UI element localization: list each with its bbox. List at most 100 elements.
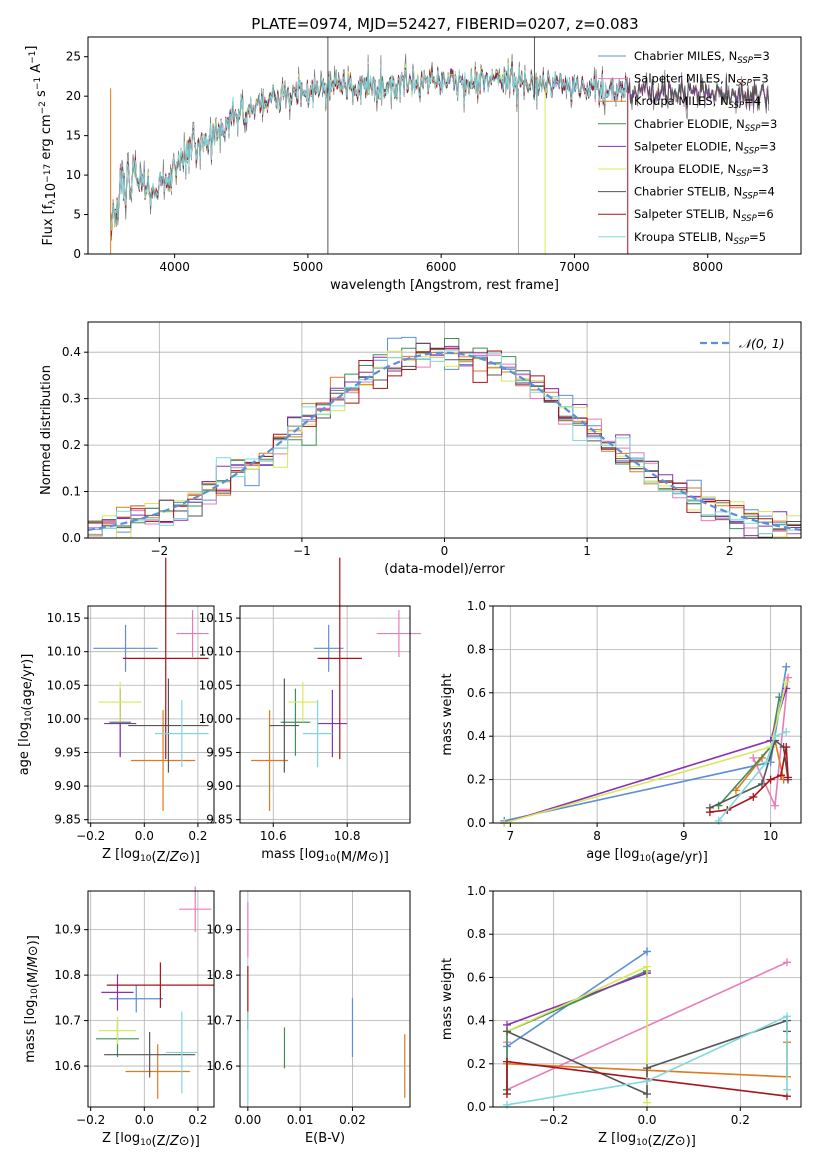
- plot-area-spectrum: [110, 37, 770, 254]
- y-tick-label: 0.2: [62, 438, 81, 452]
- x-tick-label: 1: [583, 544, 591, 558]
- y-tick-label: 15: [66, 129, 81, 143]
- y-tick-label: 0.8: [467, 927, 486, 941]
- plot-area-age_vs_mass: [251, 557, 422, 811]
- x-tick-label: 9: [680, 829, 688, 843]
- x-axis-label: Z [log10(Z/Z⊙)]: [102, 847, 200, 865]
- errorbar-chabrier_miles: [93, 624, 158, 672]
- errorbar-salpeter_stelib: [106, 962, 214, 1008]
- marker-kroupa_stelib: [770, 732, 779, 741]
- x-tick-label: −2: [150, 544, 168, 558]
- panel-weight_vs_age: 7 8 9 10 0.0 0.2 0.4 0.6 0.8 1.0 age [log10(age/yr…: [440, 599, 802, 865]
- marker-kroupa_elodie: [643, 1098, 651, 1107]
- series-kroupa_miles: [735, 738, 785, 791]
- plot-area-residuals: [87, 336, 802, 539]
- legend-label-kroupa_stelib: Kroupa STELIB, NSSP=5: [634, 230, 766, 247]
- x-tick-label: 10.6: [260, 829, 287, 843]
- errorbar-kroupa_miles: [251, 710, 289, 811]
- x-axis-label: E(B-V): [305, 1131, 345, 1146]
- marker-chabrier_stelib: [643, 1064, 651, 1073]
- spectrum-lines: [110, 37, 770, 254]
- errorbar-chabrier_stelib: [269, 678, 300, 773]
- x-tick-label: 4000: [159, 260, 190, 274]
- y-tick-label: 25: [66, 50, 81, 64]
- legend-label-salpeter_stelib: Salpeter STELIB, NSSP=6: [634, 207, 774, 224]
- marker-kroupa_stelib: [643, 1077, 651, 1086]
- series-kroupa_stelib: [717, 731, 787, 822]
- panel-mass_vs_ebv: 0.00 0.01 0.02 10.6 10.7 10.8 10.9 E(B-V): [206, 890, 411, 1146]
- y-axis-label: mass weight: [440, 958, 455, 1040]
- histogram-kroupa_stelib: [88, 349, 801, 535]
- legend-label-chabrier_elodie: Chabrier ELODIE, NSSP=3: [634, 117, 777, 134]
- marker-chabrier_stelib: [757, 779, 766, 788]
- spectrum-legend: Chabrier MILES, NSSP=3 Salpeter MILES, NS…: [598, 49, 777, 247]
- x-tick-label: 0.00: [234, 1113, 261, 1127]
- y-tick-label: 9.90: [206, 779, 233, 793]
- y-tick-label: 10.05: [199, 678, 233, 692]
- axes-frame: [87, 36, 802, 255]
- plot-area-mass_vs_ebv: [247, 902, 406, 1103]
- axes-frame: [239, 890, 411, 1108]
- marker-kroupa_elodie: [782, 677, 791, 686]
- x-tick-label: 0: [441, 544, 449, 558]
- x-tick-label: 0.0: [637, 1113, 656, 1127]
- marker-salpeter_stelib: [777, 771, 786, 780]
- y-tick-label: 0.0: [467, 1100, 486, 1114]
- x-tick-label: 0.2: [731, 1113, 750, 1127]
- y-tick-label: 10.00: [47, 712, 81, 726]
- marker-salpeter_miles: [783, 673, 792, 682]
- x-tick-label: 5000: [293, 260, 324, 274]
- marker-salpeter_stelib: [783, 773, 792, 782]
- y-tick-label: 10.7: [206, 1014, 233, 1028]
- marker-chabrier_miles: [782, 662, 791, 671]
- axes-frame: [239, 605, 411, 824]
- marker-salpeter_miles: [783, 958, 791, 967]
- x-tick-label: −0.2: [76, 829, 105, 843]
- errorbar-kroupa_elodie: [288, 681, 318, 723]
- y-tick-label: 10.6: [206, 1059, 233, 1073]
- marker-salpeter_stelib: [766, 775, 775, 784]
- plot-area-mass_vs_Z: [96, 886, 214, 1099]
- y-tick-label: 0.2: [467, 1057, 486, 1071]
- y-tick-label: 9.90: [54, 779, 81, 793]
- errorbar-chabrier_stelib: [104, 1031, 196, 1078]
- marker-salpeter_stelib: [749, 792, 758, 801]
- y-tick-label: 0.0: [467, 816, 486, 830]
- y-axis-label: Normed distribution: [39, 365, 54, 495]
- errorbar-salpeter_miles: [176, 610, 209, 658]
- y-tick-label: 10.00: [199, 712, 233, 726]
- marker-salpeter_stelib: [782, 743, 791, 752]
- y-tick-label: 9.85: [54, 813, 81, 827]
- legend-label-gaussian: 𝒩(0, 1): [739, 336, 785, 351]
- panel-spectrum: 4000 5000 6000 7000 8000 0 5 10 15 20 25 wavelength…: [24, 36, 802, 293]
- y-tick-label: 0.6: [467, 686, 486, 700]
- errorbar-kroupa_elodie: [98, 1016, 137, 1045]
- marker-salpeter_miles: [749, 753, 758, 762]
- y-axis-label: mass [log10(M/M⊙)]: [23, 935, 41, 1063]
- series-chabrier_elodie: [506, 970, 648, 1090]
- y-tick-label: 9.95: [206, 745, 233, 759]
- x-axis-label: mass [log10(M/M⊙)]: [261, 847, 389, 865]
- x-tick-label: 0.2: [188, 1113, 207, 1127]
- panel-age_vs_Z: −0.2 0.0 0.2 9.85 9.90 9.95 10.00 10.05 10.10 10.…: [17, 557, 215, 865]
- errorbar-chabrier_miles: [109, 985, 164, 1013]
- y-axis-label: mass weight: [440, 673, 455, 755]
- x-tick-label: 0.2: [188, 829, 207, 843]
- y-tick-label: 9.85: [206, 813, 233, 827]
- errorbar-kroupa_elodie: [98, 681, 142, 723]
- errorbar-salpeter_stelib: [317, 557, 362, 760]
- errorbar-kroupa_stelib: [165, 1011, 198, 1094]
- y-tick-label: 10.15: [47, 611, 81, 625]
- panel-mass_vs_Z: −0.2 0.0 0.2 10.6 10.7 10.8 10.9 Z [log10(Z/Z⊙)…: [23, 886, 215, 1149]
- errorbar-chabrier_miles: [313, 624, 344, 672]
- gaussian-curve: [87, 351, 802, 531]
- x-tick-label: 8: [593, 829, 601, 843]
- x-tick-label: 8000: [692, 260, 723, 274]
- y-tick-label: 10.05: [47, 678, 81, 692]
- y-tick-label: 0.6: [467, 970, 486, 984]
- y-tick-label: 0.4: [467, 729, 486, 743]
- x-tick-label: 10.8: [334, 829, 361, 843]
- x-tick-label: 0.02: [339, 1113, 366, 1127]
- x-tick-label: 0.0: [135, 829, 154, 843]
